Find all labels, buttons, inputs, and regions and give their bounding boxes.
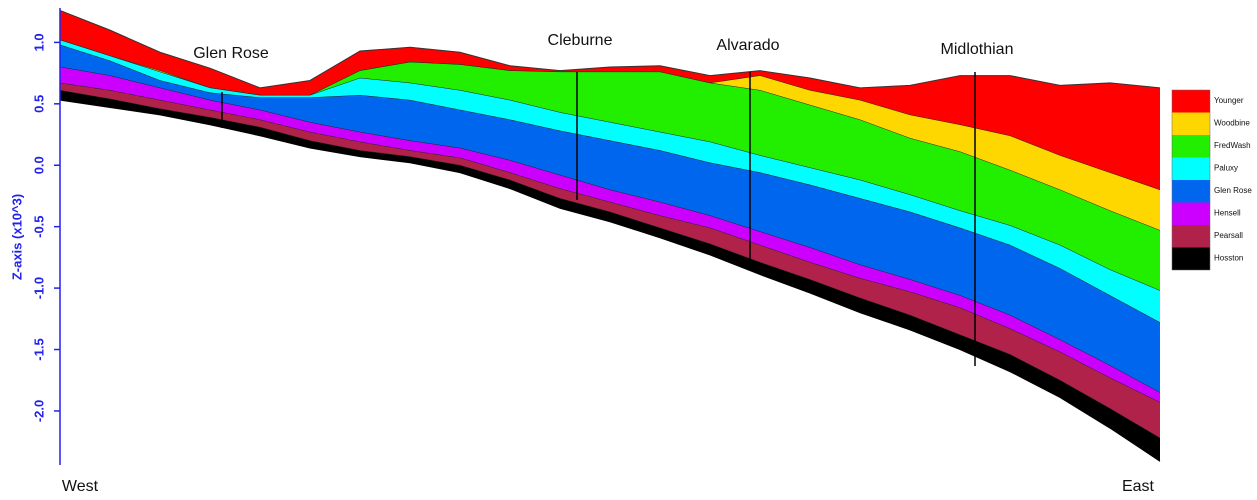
legend-swatch — [1172, 135, 1210, 158]
legend-swatch — [1172, 90, 1210, 113]
y-axis-title: Z-axis (x10^3) — [9, 194, 24, 280]
y-tick-label: -2.0 — [31, 400, 46, 422]
y-tick-label: -0.5 — [31, 215, 46, 237]
y-tick-label: 0.5 — [31, 95, 46, 113]
legend-swatch — [1172, 157, 1210, 180]
west-label: West — [62, 478, 99, 495]
legend-swatch — [1172, 180, 1210, 203]
y-tick-label: -1.5 — [31, 338, 46, 360]
town-label: Glen Rose — [193, 45, 269, 62]
layer-boundary — [59, 90, 1161, 439]
legend-swatch — [1172, 225, 1210, 248]
legend-label: FredWash — [1214, 141, 1251, 150]
legend-label: Paluxy — [1214, 164, 1238, 173]
town-label: Midlothian — [941, 41, 1014, 58]
legend-swatch — [1172, 202, 1210, 225]
legend-label: Pearsall — [1214, 231, 1243, 240]
layer-boundary — [59, 44, 1161, 323]
legend-frame — [1171, 89, 1211, 271]
layer-boundary — [59, 82, 1161, 403]
layer-boundary — [59, 66, 1161, 393]
town-label: Cleburne — [548, 32, 613, 49]
layer-boundary — [59, 39, 1161, 291]
legend-label: Hosston — [1214, 254, 1243, 263]
y-tick-label: 0.0 — [31, 156, 46, 174]
east-label: East — [1122, 478, 1155, 495]
legend-swatch — [1172, 247, 1210, 270]
y-tick-label: 1.0 — [31, 33, 46, 51]
legend-label: Younger — [1214, 96, 1244, 105]
base-line — [59, 99, 1161, 462]
legend-label: Hensell — [1214, 209, 1241, 218]
town-label: Alvarado — [716, 37, 779, 54]
y-tick-label: -1.0 — [31, 277, 46, 299]
layer-boundary — [59, 9, 1161, 89]
legend-label: Glen Rose — [1214, 186, 1252, 195]
legend-swatch — [1172, 112, 1210, 135]
legend-label: Woodbine — [1214, 119, 1250, 128]
